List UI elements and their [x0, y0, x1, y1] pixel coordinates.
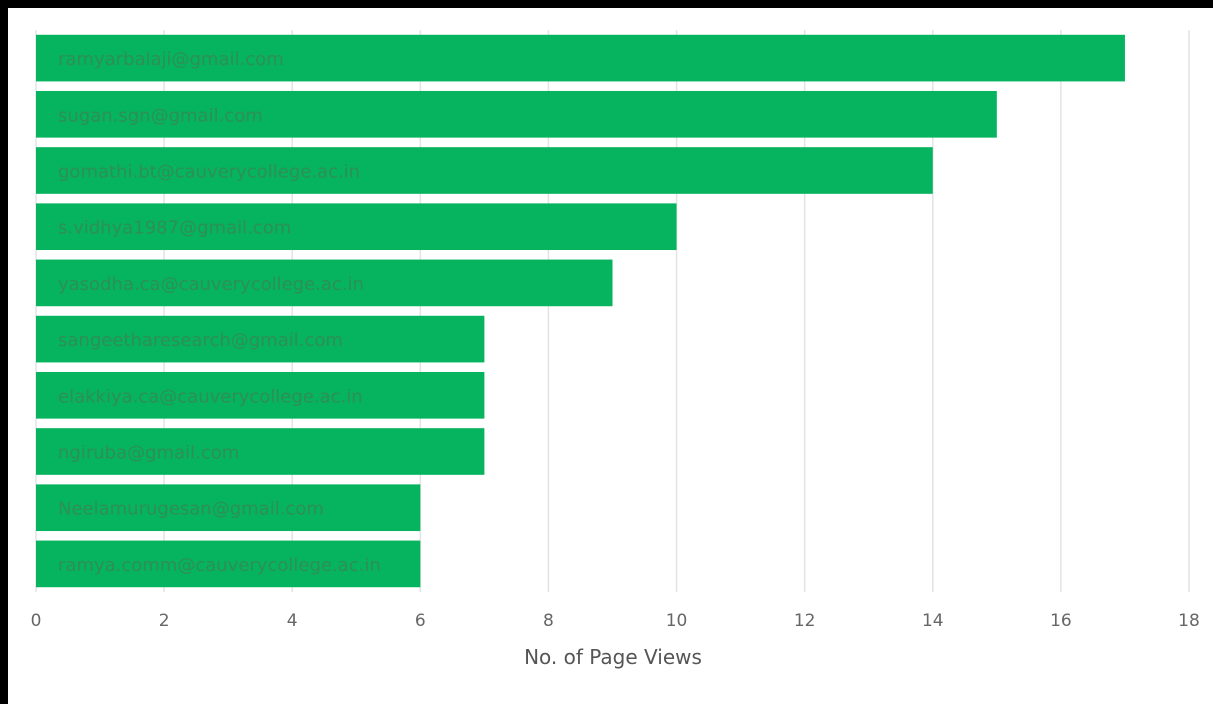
bar: [36, 371, 485, 419]
bar-label: yasodha.ca@cauverycollege.ac.in: [58, 274, 364, 295]
x-tick-label: 10: [666, 611, 688, 631]
bar-label: elakkiya.ca@cauverycollege.ac.in: [58, 386, 363, 407]
bar-chart: ramyarbalaji@gmail.com sugan.sgn@gmail.co…: [31, 30, 1200, 669]
bar-label: Neelamurugesan@gmail.com: [58, 499, 324, 520]
x-axis-ticks: 0 2 4 6 8 10 12 14 16 18: [31, 611, 1200, 631]
bar-label: gomathi.bt@cauverycollege.ac.in: [58, 162, 360, 183]
x-axis-title: No. of Page Views: [524, 645, 702, 669]
bar-labels: ramyarbalaji@gmail.com sugan.sgn@gmail.co…: [58, 49, 381, 576]
bar: [36, 484, 421, 532]
x-tick-label: 4: [287, 611, 298, 631]
x-tick-label: 18: [1178, 611, 1200, 631]
chart-frame: ramyarbalaji@gmail.com sugan.sgn@gmail.co…: [8, 8, 1213, 704]
bar-label: sugan.sgn@gmail.com: [58, 105, 263, 126]
bar: [36, 259, 613, 307]
bar-label: s.vidhya1987@gmail.com: [58, 218, 291, 239]
x-tick-label: 2: [159, 611, 170, 631]
x-tick-label: 6: [415, 611, 426, 631]
bars: [36, 34, 1125, 588]
bar: [36, 540, 421, 588]
bar: [36, 90, 997, 138]
bar: [36, 315, 485, 363]
bar-label: sangeetharesearch@gmail.com: [58, 330, 343, 351]
x-tick-label: 12: [794, 611, 816, 631]
bar: [36, 34, 1125, 82]
x-tick-label: 14: [922, 611, 944, 631]
x-tick-label: 16: [1050, 611, 1072, 631]
bar-label: ramya.comm@cauverycollege.ac.in: [58, 555, 381, 576]
bar: [36, 147, 933, 194]
bar-label: ngiruba@gmail.com: [58, 443, 239, 464]
bar-label: ramyarbalaji@gmail.com: [58, 49, 284, 70]
bar: [36, 203, 677, 251]
bar: [36, 428, 485, 475]
x-tick-label: 8: [543, 611, 554, 631]
x-tick-label: 0: [31, 611, 42, 631]
